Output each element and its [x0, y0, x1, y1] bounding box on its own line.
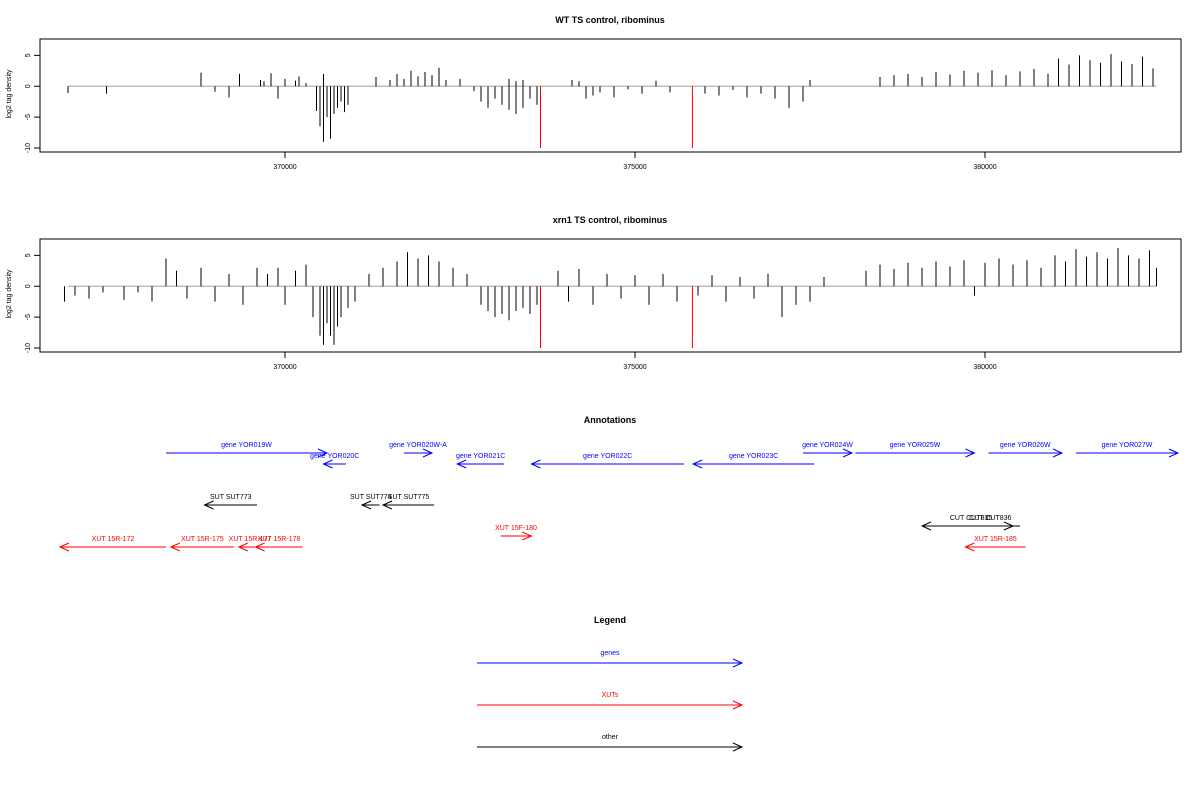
annotation-arrow-head: [842, 448, 854, 458]
panel-wt-title: WT TS control, ribominus: [555, 15, 665, 25]
panel-wt-plot-area: -10 -5 0 5 370000 375000 380000: [25, 53, 1157, 171]
annotation-label: gene YOR027W: [1102, 442, 1153, 449]
annotation-label: XUT 15R-178: [258, 536, 301, 543]
annotation-label: gene YOR021C: [456, 453, 505, 460]
y-tick-label: -5: [25, 114, 32, 120]
legend-panel: Legend genes XUTs other: [477, 615, 744, 752]
annotation-arrow-head: [920, 521, 932, 531]
annotation-label: XUT 15R-185: [974, 536, 1017, 543]
annotation-label: gene YOR019W: [221, 442, 272, 449]
annotation-arrow-head: [360, 500, 372, 510]
annotation-label: gene YOR020W-A: [389, 442, 447, 449]
y-tick-label: -10: [25, 143, 32, 153]
annotation-arrow-head: [965, 448, 976, 458]
annotation-label: gene YOR022C: [583, 453, 632, 460]
y-tick-label: 0: [25, 84, 32, 88]
annotation-arrow-head: [169, 542, 181, 552]
annotation-label: XUT 15R-172: [92, 536, 135, 543]
annotation-label: CUT CUT835: [950, 515, 992, 522]
annotation-arrow-head: [522, 531, 533, 541]
annotation-label: XUT 15R-175: [181, 536, 224, 543]
annotation-arrow-head: [203, 500, 214, 510]
annotation-label: gene YOR023C: [729, 453, 778, 460]
annotation-label: gene YOR020C: [310, 453, 359, 460]
annotation-tracks: gene YOR019W gene YOR020C gene YOR020W-A ge…: [58, 442, 1180, 552]
annotation-label: SUT SUT775: [388, 494, 430, 501]
annotation-arrow-head: [381, 500, 393, 510]
legend-label: other: [602, 734, 619, 741]
panel-xrn1-frame: [39, 238, 1182, 353]
panel-xrn1: xrn1 TS control, ribominus log2 tag dens…: [6, 215, 1182, 371]
annotations-title: Annotations: [584, 415, 637, 425]
legend-arrow-head: [732, 742, 744, 752]
legend-label: XUTs: [602, 692, 619, 699]
annotation-label: gene YOR024W: [802, 442, 853, 449]
panel-xrn1-plot-area: -10 -5 0 5 370000 375000 380000: [25, 247, 1157, 371]
y-tick-label: 0: [25, 284, 32, 288]
annotation-arrow-head: [317, 448, 329, 458]
panel-wt-ylabel: log2 tag density: [6, 69, 13, 119]
y-tick-label: -10: [25, 343, 32, 353]
annotation-label: SUT SUT774: [350, 494, 392, 501]
y-tick-label: 5: [25, 53, 32, 57]
annotation-arrow-head: [58, 542, 70, 552]
annotation-label: XUT 15F-180: [495, 525, 537, 532]
annotation-arrow-head: [691, 459, 703, 469]
annotation-arrow-head: [1168, 448, 1180, 458]
legend-arrow-head: [732, 700, 744, 710]
annotation-label: CUT CUT836: [969, 515, 1011, 522]
annotation-arrow-head: [237, 542, 249, 552]
x-tick-label: 370000: [273, 364, 296, 371]
x-tick-label: 375000: [623, 364, 646, 371]
legend-items: genes XUTs other: [477, 650, 744, 752]
annotation-arrow-head: [1052, 448, 1064, 458]
x-tick-label: 375000: [623, 164, 646, 171]
annotation-arrow-head: [964, 542, 975, 552]
annotation-label: SUT SUT773: [210, 494, 252, 501]
x-tick-label: 380000: [973, 364, 996, 371]
legend-title: Legend: [594, 615, 626, 625]
panel-xrn1-ylabel: log2 tag density: [6, 269, 13, 319]
y-tick-label: 5: [25, 253, 32, 257]
annotation-label: XUT 15R-177: [229, 536, 272, 543]
y-tick-label: -5: [25, 314, 32, 320]
annotation-arrow-head: [455, 459, 467, 469]
legend-label: genes: [600, 650, 620, 657]
legend-arrow-head: [732, 658, 744, 668]
panel-xrn1-title: xrn1 TS control, ribominus: [553, 215, 668, 225]
x-tick-label: 380000: [973, 164, 996, 171]
annotation-label: gene YOR025W: [890, 442, 941, 449]
annotation-arrow-head: [422, 448, 434, 458]
annotation-label: gene YOR026W: [1000, 442, 1051, 449]
annotation-arrow-head: [322, 459, 333, 469]
annotation-arrow-head: [1003, 521, 1015, 531]
panel-wt-frame: [39, 38, 1182, 153]
annotation-arrow-head: [530, 459, 541, 469]
x-tick-label: 370000: [273, 164, 296, 171]
panel-wt: WT TS control, ribominus log2 tag densit…: [6, 15, 1182, 171]
annotation-arrow-head: [254, 542, 265, 552]
